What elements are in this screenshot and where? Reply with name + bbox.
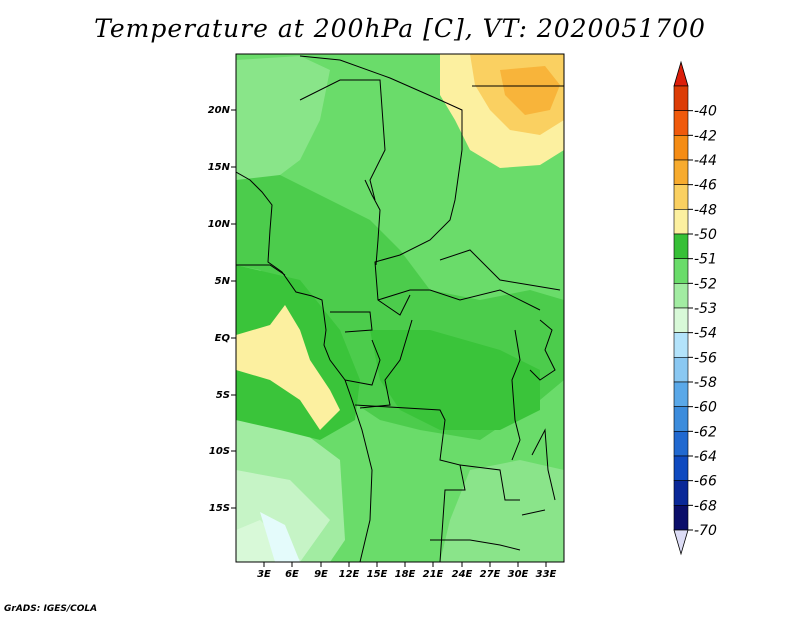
- colorbar-label: -44: [694, 153, 717, 169]
- colorbar-swatch: [673, 505, 689, 531]
- border-cabinda: [344, 339, 381, 386]
- colorbar-label: -51: [694, 252, 717, 268]
- border-south: [430, 539, 521, 551]
- colorbar-label: -53: [694, 301, 717, 317]
- coastlines-borders: [236, 55, 564, 562]
- field-congo-dark: [370, 330, 540, 430]
- lake-kariba: [521, 509, 546, 516]
- colorbar-label: -52: [694, 276, 717, 292]
- colorbar-swatch: [673, 357, 689, 383]
- lon-label-21e: 21E: [423, 569, 444, 580]
- colorbar-swatch: [673, 283, 689, 309]
- colorbar-label: -66: [694, 474, 717, 490]
- colorbar-label: -42: [694, 128, 717, 144]
- latitude-axis: 20N 15N 10N 5N EQ 5S 10S 15S: [208, 105, 236, 514]
- border-car-drc: [377, 289, 541, 311]
- colorbar-swatch: [673, 431, 689, 457]
- border-niger-chad: [299, 79, 386, 201]
- field-minus-50-west: [236, 305, 340, 430]
- atlantic-coastline: [236, 171, 373, 562]
- colorbar-swatch: [673, 135, 689, 161]
- lon-label-24e: 24E: [452, 569, 473, 580]
- colorbar-swatch: [673, 258, 689, 284]
- colorbar-swatch: [673, 110, 689, 136]
- colorbar-bottom-arrow: [673, 529, 689, 556]
- colorbar-swatch: [673, 307, 689, 333]
- lon-label-30e: 30E: [508, 569, 529, 580]
- colorbar-label: -60: [694, 400, 717, 416]
- colorbar-swatch: [673, 159, 689, 185]
- border-gabon: [330, 311, 373, 333]
- colorbar-legend: -40 -42 -44 -46 -48 -50 -51 -52 -53 -54 -56 -58 -60 -…: [673, 60, 717, 556]
- lake-malawi: [531, 428, 556, 501]
- lon-label-18e: 18E: [395, 569, 416, 580]
- lat-label-10s: 10S: [209, 446, 230, 457]
- temperature-field: [236, 54, 564, 562]
- colorbar-swatch: [673, 332, 689, 358]
- colorbar-swatch: [673, 406, 689, 432]
- colorbar-label: -68: [694, 498, 717, 514]
- longitude-axis: 3E 6E 9E 12E 15E 18E 21E 24E 27E 30E 33E: [257, 562, 557, 580]
- lat-label-5s: 5S: [216, 390, 230, 401]
- colorbar-swatch: [673, 381, 689, 407]
- colorbar-label: -64: [694, 449, 717, 465]
- border-car-south-sudan: [439, 249, 561, 291]
- lon-label-15e: 15E: [367, 569, 388, 580]
- border-chad-car: [374, 149, 463, 316]
- colorbar-label: -40: [694, 104, 717, 120]
- border-west-africa: [236, 264, 286, 276]
- colorbar-label: -54: [694, 326, 717, 342]
- lake-victoria: [529, 319, 556, 381]
- colorbar-label: -50: [694, 227, 717, 243]
- colorbar-swatch: [673, 85, 689, 111]
- colorbar-label: -70: [694, 523, 717, 539]
- latitude-ticks: [231, 109, 236, 509]
- colorbar-swatch: [673, 455, 689, 481]
- great-lakes-rift: [511, 329, 521, 461]
- field-minus-46-northeast: [500, 66, 560, 115]
- lon-label-9e: 9E: [314, 569, 328, 580]
- colorbar-label: -62: [694, 424, 717, 440]
- field-west-light: [236, 56, 330, 195]
- colorbar-top-arrow: [673, 60, 689, 87]
- colorbar-swatch: [673, 233, 689, 259]
- lat-label-15n: 15N: [208, 162, 231, 173]
- colorbar-label: -58: [694, 375, 717, 391]
- longitude-ticks: [263, 562, 547, 567]
- lat-label-5n: 5N: [215, 276, 231, 287]
- lon-label-6e: 6E: [285, 569, 299, 580]
- colorbar-label: -48: [694, 202, 717, 218]
- border-zambia: [459, 464, 520, 501]
- lat-label-15s: 15S: [209, 503, 230, 514]
- colorbar-label: -46: [694, 178, 717, 194]
- map-frame: [235, 53, 565, 563]
- field-southeast: [440, 460, 564, 562]
- lake-chad-border: [364, 179, 381, 266]
- lat-label-20n: 20N: [208, 105, 231, 116]
- colorbar-swatch: [673, 209, 689, 235]
- colorbar-swatch: [673, 480, 689, 506]
- border-angola: [354, 404, 466, 562]
- lon-label-12e: 12E: [339, 569, 360, 580]
- chart-title: Temperature at 200hPa [C], VT: 202005170…: [94, 14, 706, 43]
- grads-credit: GrADS: IGES/COLA: [4, 604, 98, 614]
- field-minus-54-patch: [260, 512, 300, 562]
- lat-label-10n: 10N: [208, 219, 231, 230]
- colorbar-swatch: [673, 184, 689, 210]
- lon-label-33e: 33E: [536, 569, 557, 580]
- border-north: [299, 55, 463, 150]
- lat-label-eq: EQ: [215, 333, 231, 344]
- colorbar-label: -56: [694, 350, 717, 366]
- lon-label-3e: 3E: [257, 569, 271, 580]
- lon-label-27e: 27E: [480, 569, 501, 580]
